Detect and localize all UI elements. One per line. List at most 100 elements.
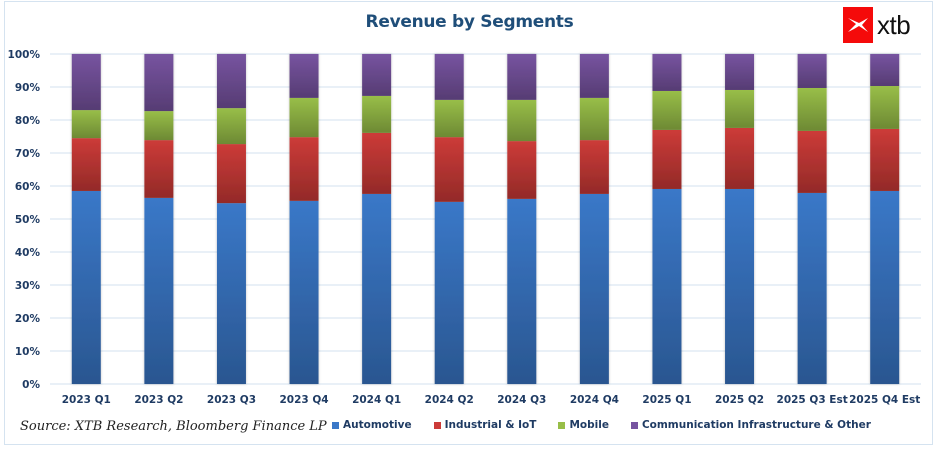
- bar-stack: [797, 54, 827, 384]
- bar-segment-industrial-iot: [870, 128, 900, 191]
- bar-segment-mobile: [434, 99, 464, 138]
- bar-segment-automotive: [507, 198, 537, 384]
- xtb-x-icon: [843, 7, 873, 43]
- bar-stack: [579, 54, 609, 384]
- bar-segment-industrial-iot: [144, 140, 174, 198]
- bar-segment-communication-infrastructure-other: [507, 54, 537, 100]
- bars: [71, 54, 900, 384]
- legend-swatch-icon: [433, 421, 441, 429]
- x-tick-label: 2025 Q2: [715, 394, 764, 406]
- bar-segment-industrial-iot: [362, 132, 392, 194]
- y-tick-label: 30%: [15, 280, 41, 292]
- bar-segment-communication-infrastructure-other: [870, 54, 900, 87]
- x-tick-label: 2023 Q1: [62, 394, 111, 406]
- x-tick-label: 2024 Q4: [570, 394, 619, 406]
- legend-label: Mobile: [569, 419, 609, 431]
- bar-segment-industrial-iot: [71, 138, 101, 191]
- bar-segment-mobile: [289, 97, 319, 138]
- x-tick-label: 2024 Q3: [497, 394, 546, 406]
- bar-segment-industrial-iot: [652, 129, 682, 189]
- bar-segment-industrial-iot: [725, 127, 755, 189]
- bar-segment-automotive: [725, 188, 755, 384]
- bar-segment-mobile: [725, 89, 755, 128]
- bar-segment-communication-infrastructure-other: [71, 54, 101, 111]
- bar-segment-mobile: [362, 95, 392, 133]
- bar-segment-communication-infrastructure-other: [725, 54, 755, 90]
- gridlines: [50, 53, 921, 385]
- y-tick-label: 100%: [8, 49, 41, 61]
- legend-item: Mobile: [558, 419, 609, 431]
- bar-segment-communication-infrastructure-other: [289, 54, 319, 98]
- bar-stack: [362, 54, 392, 384]
- legend-item: Automotive: [332, 419, 412, 431]
- x-axis-ticks: 2023 Q1 2023 Q2 2023 Q3 2023 Q4 2024 Q1 2024 …: [62, 394, 921, 406]
- bar-segment-communication-infrastructure-other: [579, 54, 609, 98]
- bar-segment-automotive: [289, 200, 319, 384]
- source-note: Source: XTB Research, Bloomberg Finance …: [20, 419, 327, 434]
- bar-segment-automotive: [362, 193, 392, 384]
- bar-segment-mobile: [216, 108, 246, 145]
- y-tick-label: 40%: [15, 247, 41, 259]
- bar-segment-automotive: [144, 197, 174, 384]
- bar-segment-mobile: [144, 111, 174, 141]
- legend-label: Industrial & IoT: [444, 419, 537, 431]
- bar-stack: [289, 54, 319, 384]
- legend-item: Communication Infrastructure & Other: [630, 419, 871, 431]
- bar-segment-automotive: [216, 203, 246, 384]
- x-tick-label: 2023 Q4: [279, 394, 328, 406]
- bar-stack: [216, 54, 246, 384]
- x-tick-label: 2023 Q3: [207, 394, 256, 406]
- bar-segment-industrial-iot: [579, 140, 609, 194]
- bar-segment-mobile: [652, 90, 682, 130]
- legend-label: Communication Infrastructure & Other: [641, 419, 871, 431]
- x-tick-label: 2025 Q3 Est: [777, 394, 848, 406]
- legend-swatch-icon: [332, 421, 339, 429]
- bar-segment-industrial-iot: [434, 137, 464, 202]
- y-tick-label: 70%: [15, 148, 41, 160]
- bar-stack: [870, 54, 900, 384]
- bar-segment-mobile: [870, 86, 900, 129]
- x-tick-label: 2023 Q2: [134, 394, 183, 406]
- y-tick-label: 80%: [15, 115, 41, 127]
- x-tick-label: 2024 Q1: [352, 394, 401, 406]
- legend-swatch-icon: [630, 421, 638, 429]
- y-tick-label: 90%: [15, 82, 41, 94]
- bar-segment-mobile: [797, 87, 827, 131]
- bar-segment-communication-infrastructure-other: [216, 54, 246, 109]
- bar-stack: [507, 54, 537, 384]
- y-tick-label: 20%: [15, 313, 41, 325]
- bar-segment-mobile: [71, 110, 101, 139]
- bar-segment-communication-infrastructure-other: [434, 54, 464, 100]
- y-tick-label: 0%: [22, 379, 40, 391]
- bar-segment-communication-infrastructure-other: [362, 54, 392, 96]
- legend: Automotive Industrial & IoT Mobile Communic…: [332, 419, 871, 431]
- bar-segment-mobile: [507, 99, 537, 142]
- x-tick-label: 2024 Q2: [425, 394, 474, 406]
- bar-segment-industrial-iot: [797, 130, 827, 193]
- bar-stack: [71, 54, 101, 384]
- bar-segment-industrial-iot: [507, 141, 537, 199]
- y-tick-label: 60%: [15, 181, 41, 193]
- y-tick-label: 10%: [15, 346, 41, 358]
- bar-segment-communication-infrastructure-other: [652, 54, 682, 91]
- bar-stack: [725, 54, 755, 384]
- bar-stack: [144, 54, 174, 384]
- legend-item: Industrial & IoT: [433, 419, 537, 431]
- bar-segment-automotive: [797, 192, 827, 384]
- chart-title: Revenue by Segments: [365, 12, 574, 32]
- bar-segment-communication-infrastructure-other: [797, 54, 827, 88]
- bar-stack: [652, 54, 682, 384]
- x-tick-label: 2025 Q4 Est: [849, 394, 920, 406]
- xtb-logo: xtb: [843, 7, 911, 43]
- y-tick-label: 50%: [15, 214, 41, 226]
- legend-swatch-icon: [558, 421, 566, 429]
- bar-segment-automotive: [434, 201, 464, 384]
- bar-segment-industrial-iot: [216, 144, 246, 204]
- bar-stack: [434, 54, 464, 384]
- bar-segment-automotive: [579, 193, 609, 384]
- bar-segment-industrial-iot: [289, 137, 319, 201]
- bar-segment-automotive: [71, 190, 101, 384]
- y-axis-ticks: 0% 10% 20% 30% 40% 50% 60% 70% 80% 90% 100%: [8, 49, 41, 391]
- bar-segment-mobile: [579, 97, 609, 141]
